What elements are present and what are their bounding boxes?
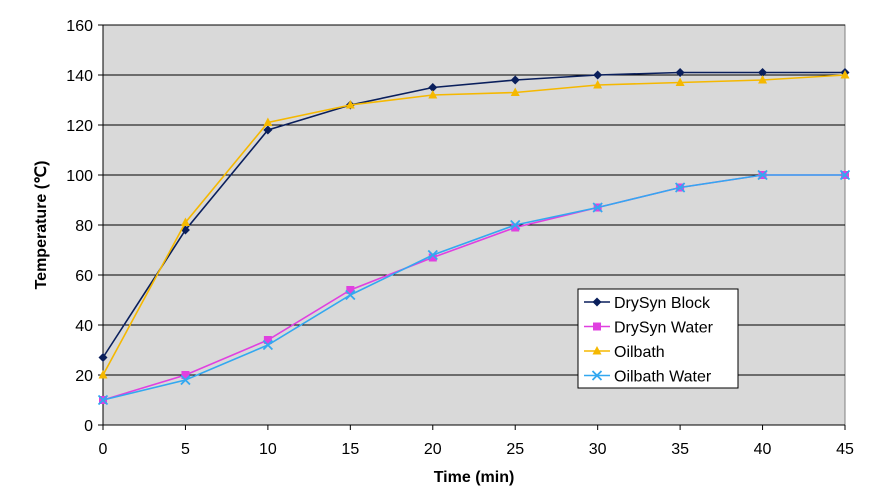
data-point [758, 68, 768, 77]
series-line [102, 71, 845, 358]
legend-label: DrySyn Water [614, 320, 714, 337]
data-point [427, 249, 438, 261]
y-axis-title: Temperature (℃) [33, 161, 50, 290]
data-point [511, 223, 520, 232]
x-tick-label: 40 [754, 441, 772, 458]
series-3 [97, 169, 851, 406]
data-point [345, 100, 355, 109]
data-point [263, 336, 272, 344]
x-tick-label: 5 [181, 441, 190, 458]
data-point [510, 219, 521, 231]
y-tick-label: 120 [66, 118, 93, 135]
x-tick-label: 35 [671, 441, 689, 458]
data-point [840, 70, 850, 79]
data-point [758, 75, 768, 84]
x-tick-label: 15 [341, 441, 359, 458]
data-point [98, 353, 108, 362]
data-point [262, 339, 274, 351]
data-point [839, 169, 851, 181]
legend-label: Oilbath Water [614, 369, 712, 386]
legend-label: DrySyn Block [614, 295, 711, 312]
data-point [593, 70, 603, 80]
x-axis-title: Time (min) [434, 469, 515, 486]
legend-item: DrySyn Block [584, 295, 711, 312]
legend: DrySyn Block DrySyn Water Oilbath Oilbath W… [577, 288, 739, 389]
x-tick-label: 30 [589, 441, 607, 458]
y-tick-label: 40 [75, 318, 93, 335]
data-point [428, 90, 438, 99]
x-tick-label: 0 [99, 441, 108, 458]
legend-marker [591, 370, 603, 381]
legend-marker [593, 322, 601, 331]
data-point [180, 217, 190, 226]
y-tick-label: 0 [84, 418, 93, 435]
data-point [181, 371, 190, 379]
legend-item: Oilbath Water [584, 369, 712, 386]
data-point [510, 87, 520, 96]
x-tick-label: 20 [424, 441, 442, 458]
data-point [593, 80, 603, 89]
data-point [97, 394, 109, 406]
legend-marker [592, 297, 602, 307]
series-line [102, 174, 845, 401]
legend-box [577, 288, 739, 389]
y-axis-ticks: 0 20 40 60 80 100 120 140 160 [66, 18, 103, 435]
y-tick-label: 100 [66, 168, 93, 185]
series-2 [98, 70, 850, 379]
x-tick-label: 45 [836, 441, 854, 458]
y-tick-label: 160 [66, 18, 93, 35]
data-point [345, 289, 356, 301]
series-layer [97, 68, 851, 406]
series-0 [98, 68, 850, 362]
data-point [428, 83, 438, 92]
data-point [675, 77, 685, 86]
data-point [428, 253, 437, 262]
y-tick-label: 20 [75, 368, 93, 385]
data-point [757, 169, 768, 181]
data-point [98, 370, 108, 379]
data-point [263, 125, 273, 135]
series-line [102, 74, 846, 376]
y-tick-label: 80 [75, 218, 93, 235]
data-point [346, 286, 355, 294]
data-point [263, 117, 273, 126]
x-tick-label: 10 [259, 441, 277, 458]
data-point [510, 75, 520, 85]
legend-item: DrySyn Water [584, 320, 714, 337]
legend-item: Oilbath [584, 344, 665, 361]
data-point [675, 68, 685, 77]
data-point [592, 202, 603, 213]
x-tick-label: 25 [506, 441, 524, 458]
data-point [674, 182, 686, 193]
y-tick-label: 60 [75, 268, 93, 285]
legend-marker [592, 346, 602, 355]
y-tick-label: 140 [66, 68, 93, 85]
data-point [180, 374, 191, 386]
legend-label: Oilbath [614, 344, 665, 361]
